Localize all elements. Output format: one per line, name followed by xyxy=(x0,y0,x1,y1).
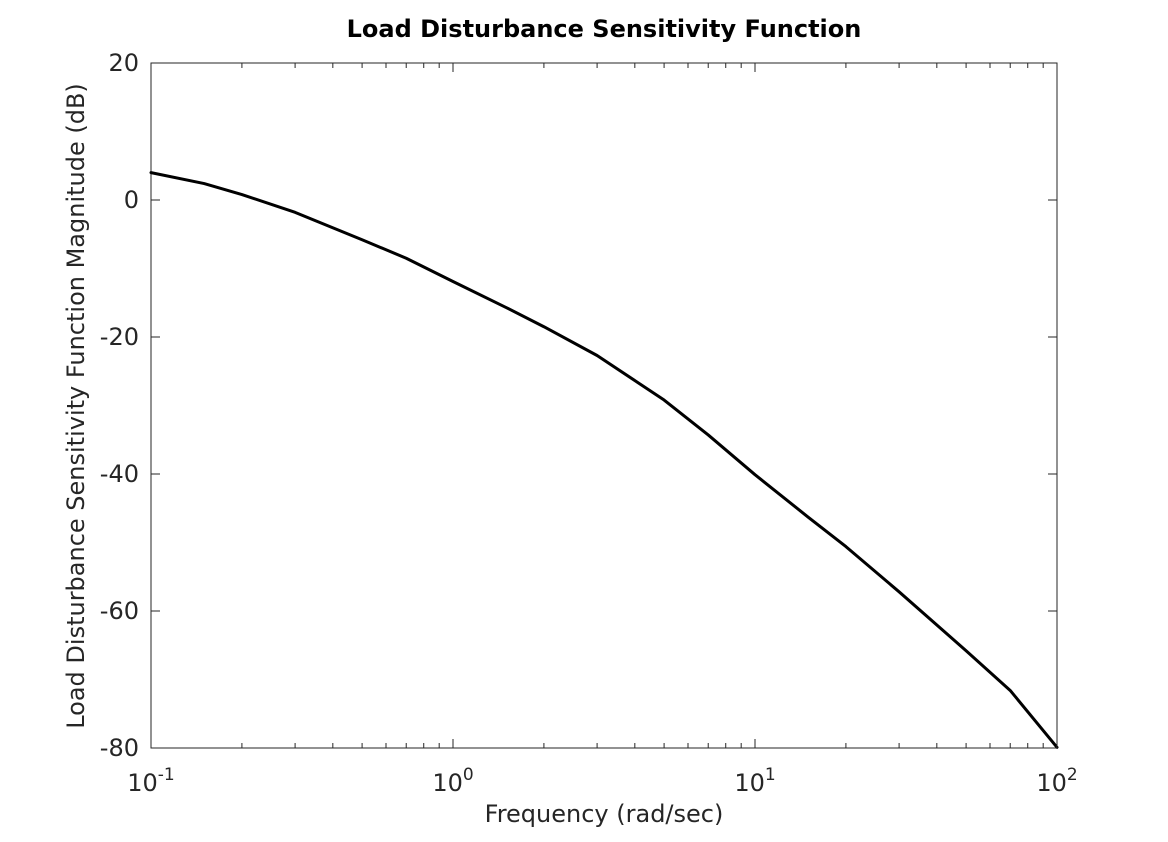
chart-title: Load Disturbance Sensitivity Function xyxy=(347,15,862,43)
axes-box xyxy=(150,62,1058,749)
x-tick-label: 102 xyxy=(1036,765,1077,797)
y-tick-label: -40 xyxy=(100,460,139,488)
y-tick-label: -80 xyxy=(100,734,139,762)
x-tick-label: 10-1 xyxy=(127,765,175,797)
plot-area xyxy=(150,62,1058,749)
y-tick-label: 0 xyxy=(124,186,139,214)
y-tick-label: 20 xyxy=(108,49,139,77)
x-tick-label: 101 xyxy=(734,765,775,797)
x-axis-label: Frequency (rad/sec) xyxy=(485,800,724,828)
y-axis-label: Load Disturbance Sensitivity Function Ma… xyxy=(62,83,90,729)
x-tick-label: 100 xyxy=(432,765,473,797)
series-layer xyxy=(149,171,1059,749)
y-tick-label: -60 xyxy=(100,597,139,625)
y-tick-label: -20 xyxy=(100,323,139,351)
ticks-layer: 20 0 -20 -40 -60 -80 10-1 100 101 102 xyxy=(100,49,1078,797)
series-line xyxy=(149,171,1059,749)
